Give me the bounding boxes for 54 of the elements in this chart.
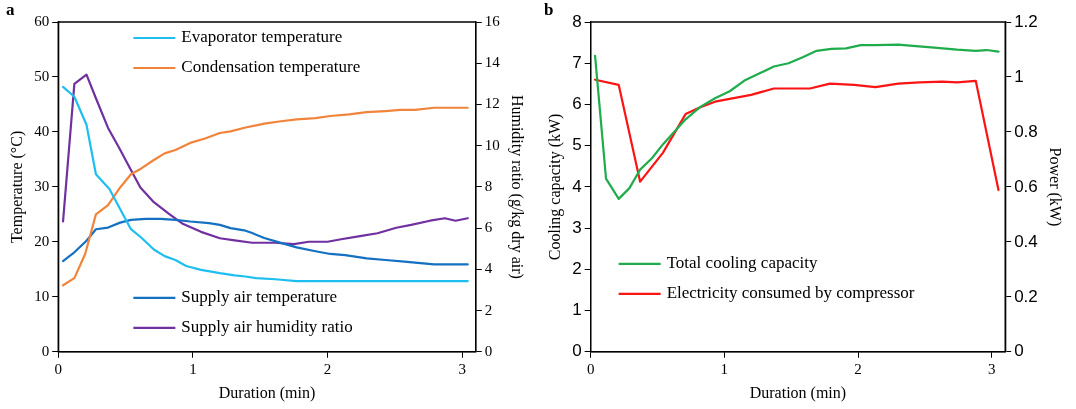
y2-tick-label: 4 <box>484 260 493 277</box>
chart-title: a <box>6 0 15 19</box>
y2-tick-label: 14 <box>484 54 501 71</box>
chart-title: b <box>544 0 554 19</box>
legend-label: Total cooling capacity <box>666 253 818 273</box>
y2-axis-title: Power (kW) <box>1046 147 1065 227</box>
y2-tick-label: 10 <box>484 136 500 153</box>
y2-tick-label: 0.8 <box>1014 121 1038 141</box>
x-tick-label: 1 <box>189 360 197 377</box>
y2-tick-label: 8 <box>484 177 493 194</box>
y-tick-label: 2 <box>572 259 582 279</box>
y-tick-label: 50 <box>34 67 50 84</box>
y2-tick-label: 0 <box>1014 341 1024 361</box>
y-axis-title: Temperature (°C) <box>7 130 26 244</box>
x-tick-label: 1 <box>720 360 729 377</box>
y-tick-label: 10 <box>34 287 50 304</box>
x-tick-label: 3 <box>458 360 467 377</box>
y-tick-label: 0 <box>572 341 582 361</box>
y2-axis-title: Humidity ratio (g/kg dry air) <box>508 94 527 279</box>
y-tick-label: 6 <box>572 94 582 114</box>
y2-tick-label: 1 <box>1014 66 1024 86</box>
legend-label: Supply air humidity ratio <box>181 317 353 337</box>
legend-label: Evaporator temperature <box>181 27 343 47</box>
x-tick-label: 0 <box>586 360 595 377</box>
legend-label: Condensation temperature <box>181 57 361 77</box>
y2-tick-label: 0.2 <box>1014 286 1038 306</box>
y-tick-label: 40 <box>34 122 50 139</box>
y-axis-title: Cooling capacity (kW) <box>545 113 564 261</box>
y-tick-label: 20 <box>34 232 50 249</box>
x-tick-label: 2 <box>854 360 862 377</box>
y-tick-label: 5 <box>572 135 582 155</box>
y2-tick-label: 12 <box>484 95 500 112</box>
y2-tick-label: 0.4 <box>1014 231 1038 251</box>
y-tick-label: 8 <box>572 11 582 31</box>
y-tick-label: 3 <box>572 217 582 237</box>
y-tick-label: 30 <box>34 177 50 194</box>
y2-tick-label: 1.2 <box>1014 11 1038 31</box>
x-tick-label: 3 <box>988 360 996 377</box>
y-tick-label: 0 <box>41 342 50 359</box>
x-axis-title: Duration (min) <box>218 383 316 402</box>
y2-tick-label: 16 <box>484 12 501 29</box>
x-tick-label: 2 <box>323 360 332 377</box>
y-tick-label: 7 <box>572 52 582 72</box>
y-tick-label: 60 <box>34 12 50 29</box>
y2-tick-label: 0 <box>484 342 493 359</box>
x-axis-title: Duration (min) <box>749 383 847 402</box>
legend-label: Electricity consumed by compressor <box>666 283 915 303</box>
legend-label: Supply air temperature <box>181 287 338 307</box>
y-tick-label: 1 <box>572 300 582 320</box>
y-tick-label: 4 <box>572 176 582 196</box>
x-tick-label: 0 <box>54 360 62 377</box>
y2-tick-label: 0.6 <box>1014 176 1038 196</box>
y2-tick-label: 2 <box>484 301 493 318</box>
y2-tick-label: 6 <box>484 219 493 236</box>
